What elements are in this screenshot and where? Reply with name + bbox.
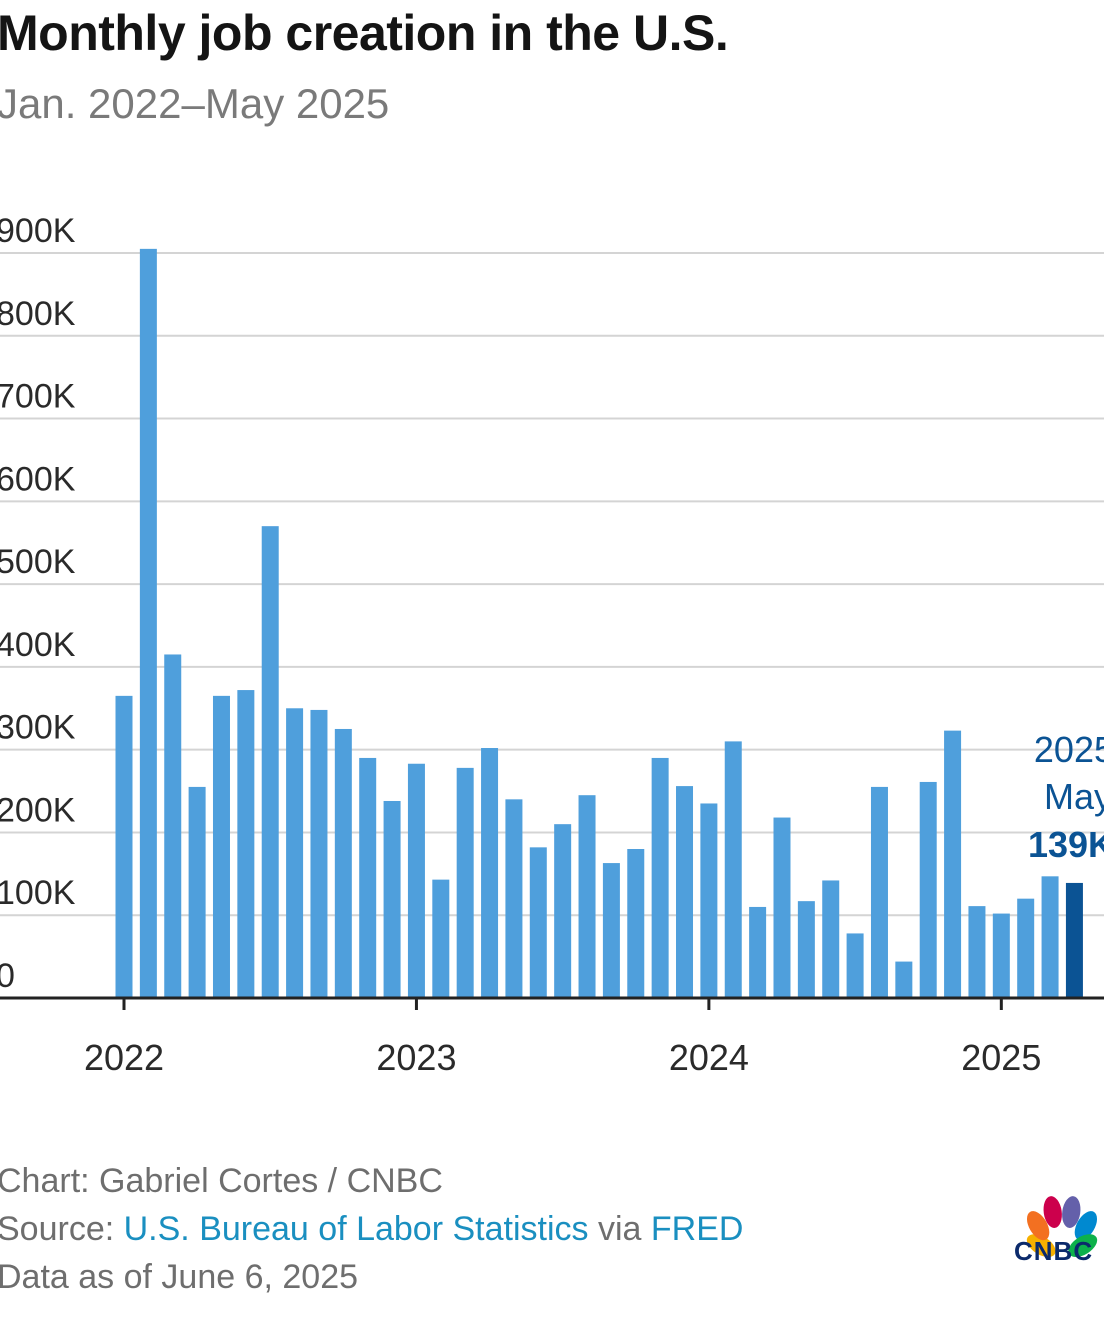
y-tick-label: 700K (0, 378, 76, 416)
y-tick-label: 600K (0, 460, 76, 498)
y-tick-label: 800K (0, 295, 76, 333)
bar (992, 913, 1010, 998)
bar (651, 757, 669, 998)
bar (749, 906, 767, 998)
chart-credit: Chart: Gabriel Cortes / CNBC (0, 1162, 443, 1200)
y-tick-label: 400K (0, 626, 76, 664)
bar (505, 799, 523, 998)
bar (676, 786, 694, 998)
x-tick-label: 2022 (84, 1037, 164, 1078)
bar-highlight (1065, 882, 1083, 998)
source-bls-link[interactable]: U.S. Bureau of Labor Statistics (123, 1210, 589, 1248)
cnbc-logo-text: CNBC (1014, 1236, 1094, 1266)
bar (797, 901, 815, 998)
y-tick-label: 100K (0, 874, 76, 912)
bar (870, 786, 888, 998)
data-date: Data as of June 6, 2025 (0, 1258, 359, 1296)
source-via: via (588, 1210, 651, 1248)
bar (700, 803, 718, 998)
y-tick-label: 0 (0, 957, 15, 995)
x-tick-label: 2024 (669, 1037, 749, 1078)
y-tick-label: 900K (0, 212, 76, 250)
y-tick-label: 200K (0, 791, 76, 829)
source-prefix: Source: (0, 1210, 124, 1248)
x-tick-label: 2023 (376, 1037, 456, 1078)
chart-subtitle: Jan. 2022–May 2025 (0, 80, 390, 127)
source-fred-link[interactable]: FRED (650, 1210, 744, 1248)
bar (968, 906, 986, 998)
bar (1017, 898, 1035, 998)
bar (139, 248, 157, 999)
bar (261, 526, 279, 998)
bar (383, 800, 401, 998)
annotation-month: May (1044, 776, 1104, 817)
bar (481, 748, 499, 998)
bar (627, 849, 645, 998)
chart-title: Monthly job creation in the U.S. (0, 5, 729, 61)
annotation-year: 2025 (1034, 729, 1104, 770)
y-tick-label: 300K (0, 709, 76, 747)
annotation-value: 139K (1028, 824, 1104, 865)
bar (602, 863, 620, 998)
bar (773, 817, 791, 998)
bar (554, 824, 572, 998)
bar (359, 757, 377, 998)
source-line: Source: U.S. Bureau of Labor Statistics … (0, 1210, 743, 1249)
bar-chart: 0 100K 200K 300K 400K 500K 600K 700K 800K 900K 202… (0, 212, 1104, 1078)
bar (578, 795, 596, 998)
bar (334, 728, 352, 998)
bar (529, 847, 547, 998)
bar (432, 879, 450, 998)
bar (846, 933, 864, 998)
bar (188, 786, 206, 998)
bar (944, 730, 962, 998)
cnbc-peacock-icon (1026, 1196, 1098, 1258)
bar (407, 763, 425, 998)
bar (919, 781, 937, 998)
bar (456, 767, 474, 998)
bar (1041, 876, 1059, 998)
x-tick-label: 2025 (961, 1037, 1041, 1078)
y-tick-label: 500K (0, 543, 76, 581)
bar (895, 961, 913, 998)
bar (212, 695, 230, 998)
bar (822, 880, 840, 998)
bar (286, 708, 304, 998)
bar (115, 695, 133, 998)
bar (237, 690, 255, 998)
bar (724, 741, 742, 998)
bar (310, 709, 328, 998)
bar (164, 654, 182, 998)
